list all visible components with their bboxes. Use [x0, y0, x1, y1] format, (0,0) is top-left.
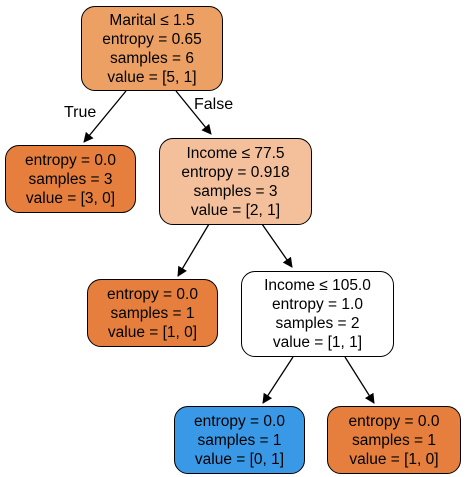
node-income-77-entropy: entropy = 0.918 [181, 163, 290, 181]
node-root-samples: samples = 6 [109, 49, 194, 67]
node-income-105-split: Income ≤ 105.0 [264, 277, 371, 294]
node-income-105-samples: samples = 2 [275, 315, 360, 332]
edge-label-false: False [194, 96, 234, 113]
node-leaf-mid-entropy: entropy = 0.0 [107, 285, 198, 303]
node-income-77-samples: samples = 3 [193, 182, 278, 200]
node-income-77: Income ≤ 77.5 entropy = 0.918 samples = … [159, 138, 312, 225]
node-leaf-left-value: value = [3, 0] [25, 189, 116, 207]
node-income-105: Income ≤ 105.0 entropy = 1.0 samples = 2… [241, 271, 394, 357]
edge-income-105-to-leaf-blue [262, 356, 294, 404]
node-leaf-left: entropy = 0.0 samples = 3 value = [3, 0] [5, 145, 136, 213]
node-root-marital: Marital ≤ 1.5 entropy = 0.65 samples = 6… [81, 6, 223, 91]
node-leaf-left-samples: samples = 3 [28, 170, 113, 188]
node-leaf-mid-samples: samples = 1 [110, 304, 195, 322]
node-leaf-mid: entropy = 0.0 samples = 1 value = [1, 0] [87, 279, 218, 347]
node-leaf-left-entropy: entropy = 0.0 [25, 151, 116, 169]
node-root-split: Marital ≤ 1.5 [109, 11, 195, 29]
edge-root-to-income-77 [175, 90, 212, 135]
node-root-entropy: entropy = 0.65 [102, 30, 202, 48]
node-income-77-split: Income ≤ 77.5 [186, 144, 285, 162]
node-leaf-blue-value: value = [0, 1] [194, 450, 285, 468]
node-leaf-right-entropy: entropy = 0.0 [348, 412, 440, 430]
node-leaf-blue: entropy = 0.0 samples = 1 value = [0, 1] [174, 406, 305, 474]
edge-income-77-to-leaf-mid [177, 223, 210, 277]
node-root-value: value = [5, 1] [107, 68, 197, 86]
edge-label-true: True [64, 104, 97, 121]
node-leaf-blue-samples: samples = 1 [197, 431, 282, 449]
node-leaf-right-samples: samples = 1 [351, 431, 436, 449]
node-income-105-value: value = [1, 1] [272, 334, 363, 351]
edge-root-to-leaf-left [83, 90, 127, 143]
node-income-105-entropy: entropy = 1.0 [272, 296, 363, 313]
node-leaf-right-value: value = [1, 0] [349, 450, 439, 468]
node-income-77-value: value = [2, 1] [190, 201, 281, 219]
node-leaf-blue-entropy: entropy = 0.0 [194, 412, 285, 430]
node-leaf-mid-value: value = [1, 0] [107, 323, 198, 341]
node-leaf-right: entropy = 0.0 samples = 1 value = [1, 0] [327, 406, 461, 474]
edge-income-105-to-leaf-right [344, 356, 375, 404]
edge-income-77-to-income-105 [261, 223, 293, 268]
